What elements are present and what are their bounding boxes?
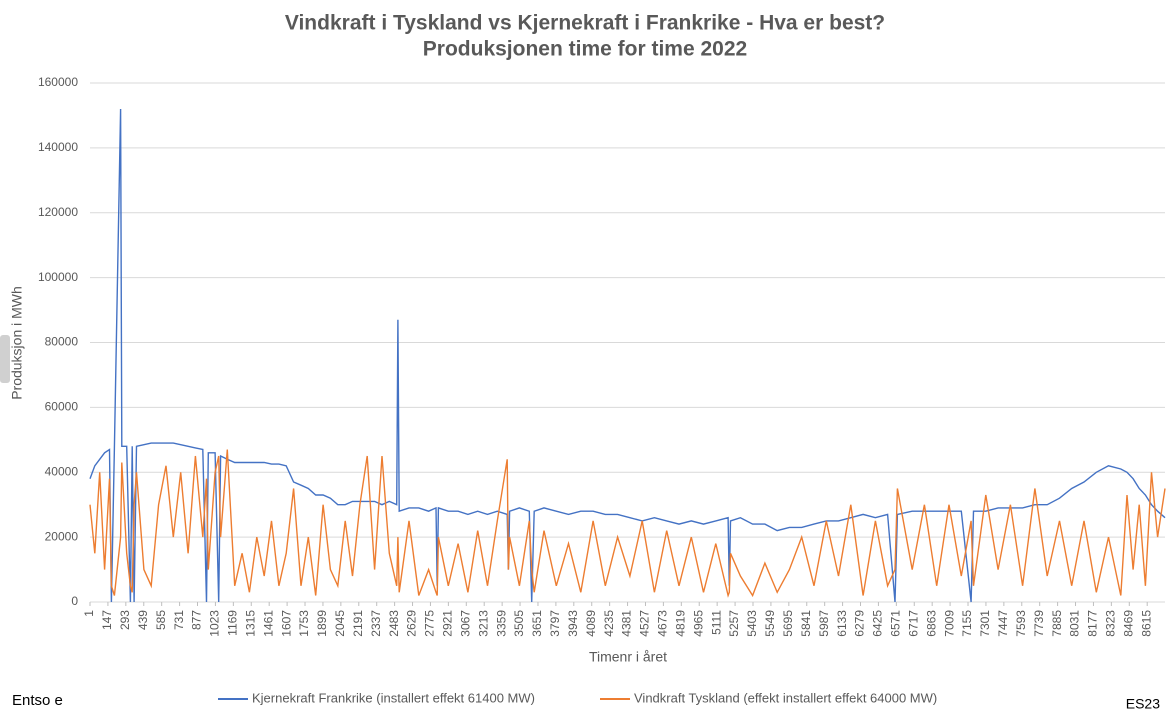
- x-axis-label: Timenr i året: [589, 649, 667, 665]
- x-tick-label: 7009: [942, 610, 956, 637]
- y-tick-label: 80000: [45, 335, 79, 349]
- x-tick-label: 8031: [1068, 610, 1082, 637]
- x-tick-label: 1315: [243, 610, 257, 637]
- x-tick-label: 1607: [279, 610, 293, 637]
- x-tick-label: 7739: [1032, 610, 1046, 637]
- x-tick-label: 7155: [960, 610, 974, 637]
- x-tick-label: 5111: [709, 610, 723, 635]
- y-tick-label: 160000: [38, 75, 78, 89]
- x-tick-label: 2483: [387, 610, 401, 637]
- x-tick-label: 7593: [1014, 610, 1028, 637]
- side-tab: [0, 335, 10, 383]
- x-tick-label: 3067: [458, 610, 472, 637]
- x-tick-label: 7885: [1050, 610, 1064, 637]
- x-tick-label: 2629: [405, 610, 419, 637]
- x-tick-label: 147: [100, 610, 114, 630]
- x-tick-label: 7301: [978, 610, 992, 637]
- x-tick-label: 5987: [817, 610, 831, 637]
- x-tick-label: 4819: [673, 610, 687, 637]
- x-tick-label: 4673: [656, 610, 670, 637]
- x-tick-label: 2775: [423, 610, 437, 637]
- x-tick-label: 6133: [835, 610, 849, 637]
- x-tick-label: 4381: [620, 610, 634, 637]
- x-tick-label: 4089: [584, 610, 598, 637]
- x-tick-label: 8177: [1086, 610, 1100, 637]
- x-tick-label: 3359: [494, 610, 508, 637]
- x-tick-label: 6425: [871, 610, 885, 637]
- x-tick-label: 2045: [333, 610, 347, 637]
- y-tick-label: 40000: [45, 464, 79, 478]
- x-tick-label: 8615: [1139, 610, 1153, 637]
- y-tick-label: 20000: [45, 529, 79, 543]
- x-tick-label: 7447: [996, 610, 1010, 637]
- chart-title: Vindkraft i Tyskland vs Kjernekraft i Fr…: [285, 12, 885, 35]
- x-tick-label: 4965: [691, 610, 705, 637]
- x-tick-label: 8323: [1104, 610, 1118, 637]
- x-tick-label: 5549: [763, 610, 777, 637]
- x-tick-label: 6717: [906, 610, 920, 637]
- series-line: [89, 108, 1166, 603]
- y-tick-label: 100000: [38, 270, 78, 284]
- x-tick-label: 3213: [476, 610, 490, 637]
- x-tick-label: 3505: [512, 610, 526, 637]
- x-tick-label: 4235: [602, 610, 616, 637]
- x-tick-label: 1753: [297, 610, 311, 637]
- x-tick-label: 6571: [889, 610, 903, 637]
- legend-label: Vindkraft Tyskland (effekt installert ef…: [634, 690, 937, 705]
- x-tick-label: 877: [190, 610, 204, 630]
- source: Entso e: [12, 692, 63, 709]
- x-tick-label: 1169: [226, 610, 240, 636]
- y-tick-label: 60000: [45, 400, 79, 414]
- legend-label: Kjernekraft Frankrike (installert effekt…: [252, 690, 535, 705]
- x-tick-label: 1: [82, 610, 96, 617]
- x-tick-label: 5257: [727, 610, 741, 637]
- chart-subtitle: Produksjonen time for time 2022: [423, 38, 747, 61]
- x-tick-label: 6279: [853, 610, 867, 637]
- y-axis-label: Produksjon i MWh: [9, 286, 25, 400]
- x-tick-label: 4527: [638, 610, 652, 637]
- y-tick-label: 140000: [38, 140, 78, 154]
- note: ES23: [1126, 696, 1160, 712]
- x-tick-label: 6863: [924, 610, 938, 637]
- x-tick-label: 2921: [441, 610, 455, 637]
- x-tick-label: 585: [154, 610, 168, 630]
- x-tick-label: 439: [136, 610, 150, 630]
- x-tick-label: 1023: [208, 610, 222, 637]
- x-tick-label: 731: [172, 610, 186, 630]
- y-tick-label: 0: [71, 594, 78, 608]
- x-tick-label: 8469: [1121, 610, 1135, 637]
- y-tick-label: 120000: [38, 205, 78, 219]
- x-tick-label: 5695: [781, 610, 795, 637]
- x-tick-label: 2191: [351, 610, 365, 637]
- x-tick-label: 2337: [369, 610, 383, 637]
- x-tick-label: 1899: [315, 610, 329, 637]
- x-tick-label: 3797: [548, 610, 562, 637]
- x-tick-label: 3943: [566, 610, 580, 637]
- x-tick-label: 5841: [799, 610, 813, 637]
- x-tick-label: 1461: [261, 610, 275, 637]
- x-tick-label: 5403: [745, 610, 759, 637]
- series-line: [89, 449, 1166, 598]
- x-tick-label: 293: [118, 610, 132, 630]
- x-tick-label: 3651: [530, 610, 544, 637]
